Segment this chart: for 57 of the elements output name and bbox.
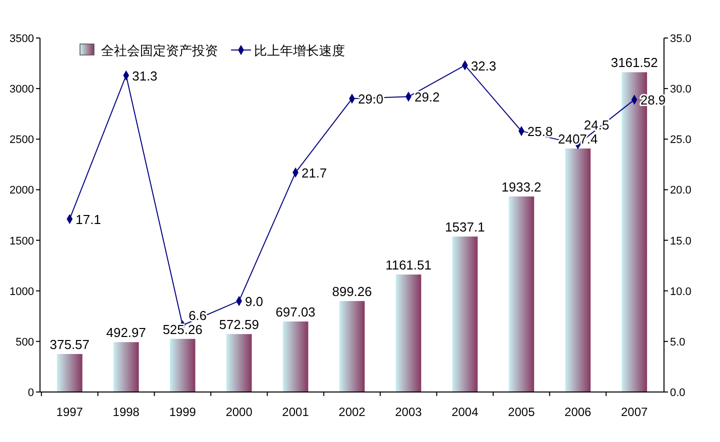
x-tick-label: 2001 xyxy=(282,405,310,419)
bar xyxy=(170,338,196,392)
x-tick-label: 2002 xyxy=(338,405,366,419)
data-label: 29.2 xyxy=(414,90,440,105)
x-tick-label: 1997 xyxy=(56,405,84,419)
x-tick-label: 2006 xyxy=(564,405,592,419)
y-tick-label: 2000 xyxy=(10,184,34,197)
data-label: 1537.1 xyxy=(445,220,485,235)
bar xyxy=(226,334,252,392)
data-label: 1933.2 xyxy=(502,179,542,194)
data-label: 525.26 xyxy=(162,322,202,337)
data-label: 697.03 xyxy=(276,304,316,320)
y2-tick-label: 15.0 xyxy=(670,235,692,248)
y-tick-label: 1500 xyxy=(10,235,34,248)
x-tick-label: 1998 xyxy=(112,405,140,419)
data-label: 492.97 xyxy=(106,325,146,340)
data-label: 6.6 xyxy=(188,308,207,323)
bar xyxy=(113,342,139,392)
data-label: 9.0 xyxy=(245,294,264,309)
data-label: 32.3 xyxy=(470,58,496,74)
y-tick-label: 1000 xyxy=(10,286,34,298)
x-tick-label: 2005 xyxy=(508,405,536,419)
bar xyxy=(452,236,478,392)
x-tick-label: 2007 xyxy=(621,405,648,419)
bar xyxy=(56,354,82,392)
legend-label: 全社会固定资产投资 xyxy=(101,44,218,59)
bar xyxy=(508,196,534,392)
bar xyxy=(282,322,308,392)
y-tick-label: 3500 xyxy=(10,33,34,45)
y2-tick-label: 30.0 xyxy=(670,84,692,96)
bar xyxy=(396,274,422,392)
data-label: 1161.51 xyxy=(385,258,432,273)
y2-tick-label: 5.0 xyxy=(670,336,686,348)
legend-label: 比上年增长速度 xyxy=(254,43,345,59)
data-label: 25.8 xyxy=(527,124,553,140)
y2-tick-label: 0.0 xyxy=(670,387,686,399)
data-label: 17.1 xyxy=(76,212,101,228)
x-tick-label: 2003 xyxy=(395,405,422,419)
y2-tick-label: 25.0 xyxy=(670,134,692,146)
y-tick-label: 2500 xyxy=(10,134,34,146)
data-label: 375.57 xyxy=(50,337,90,352)
y-tick-label: 3000 xyxy=(10,84,34,96)
x-tick-label: 1999 xyxy=(169,405,196,419)
y2-tick-label: 10.0 xyxy=(670,286,692,298)
data-label: 572.59 xyxy=(219,317,259,332)
bar xyxy=(339,301,365,392)
data-label: 3161.52 xyxy=(610,55,658,70)
data-label: 31.3 xyxy=(132,68,158,84)
x-tick-label: 2000 xyxy=(226,405,253,419)
data-label: 899.26 xyxy=(332,284,372,300)
x-tick-label: 2004 xyxy=(452,405,479,419)
y-tick-label: 0 xyxy=(28,387,34,399)
data-label: 21.7 xyxy=(302,166,327,181)
bar xyxy=(565,148,591,392)
y-tick-label: 500 xyxy=(16,336,34,348)
y2-tick-label: 20.0 xyxy=(670,184,692,197)
y2-tick-label: 35.0 xyxy=(670,33,692,45)
